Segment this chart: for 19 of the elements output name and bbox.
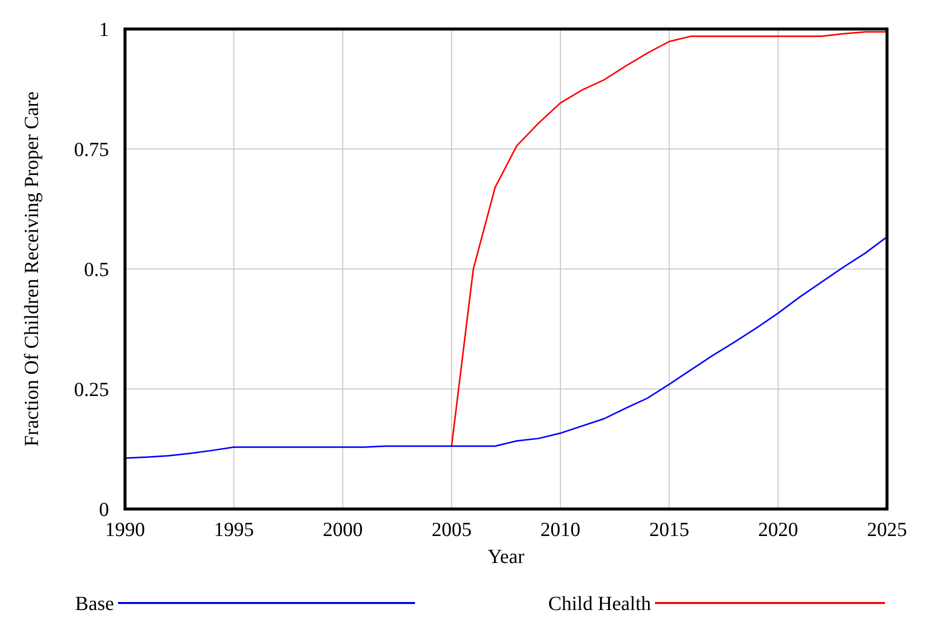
y-tick-label: 0.25 [74,379,109,401]
y-tick-label: 0 [99,499,109,521]
x-tick-label: 2000 [322,519,363,541]
x-tick-label: 1990 [105,519,145,541]
y-axis-title: Fraction Of Children Receiving Proper Care [21,91,43,446]
x-axis-title: Year [488,546,525,568]
legend-label: Child Health [548,593,651,615]
x-tick-label: 2010 [540,519,580,541]
line-series [450,31,888,447]
y-tick-label: 0.75 [74,139,109,161]
legend-label: Base [75,593,114,615]
x-tick-label: 1995 [214,519,254,541]
x-tick-label: 2020 [758,519,798,541]
x-tick-label: 2005 [432,519,472,541]
x-tick-label: 2015 [649,519,690,541]
line-series [124,236,888,459]
y-tick-label: 0.5 [84,259,109,281]
y-tick-label: 1 [99,19,109,41]
x-tick-label: 2025 [867,519,907,541]
